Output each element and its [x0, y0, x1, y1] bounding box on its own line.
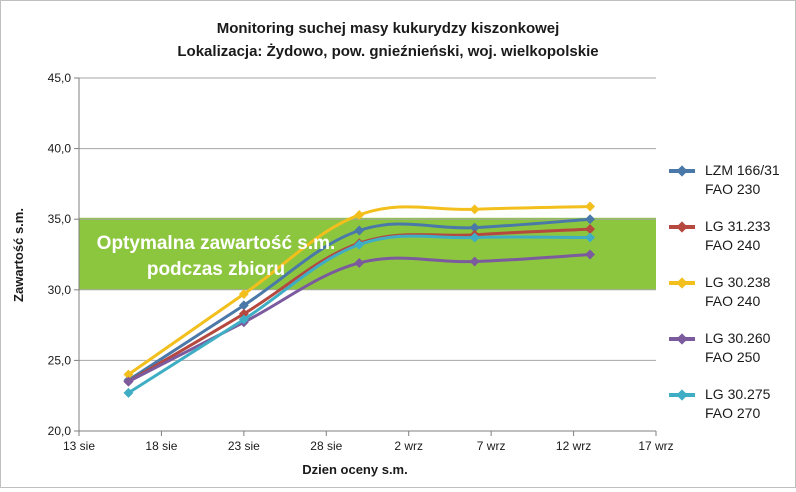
series-5 — [123, 232, 596, 398]
legend-label: LG 31.233 FAO 240 — [705, 218, 771, 253]
legend-item: LG 31.233 FAO 240 — [669, 217, 791, 273]
data-point — [469, 256, 480, 267]
y-tick-label: 40,0 — [48, 142, 72, 156]
y-tick-label: 45,0 — [48, 71, 72, 85]
chart-subtitle: Lokalizacja: Żydowo, pow. gnieźnieński, … — [177, 43, 598, 60]
grid-layer — [79, 77, 656, 361]
legend-item: LZM 166/31 FAO 230 — [669, 161, 791, 217]
x-tick-label: 13 sie — [63, 439, 95, 453]
data-point — [585, 224, 596, 235]
series-layer — [123, 201, 596, 398]
legend-marker — [676, 389, 688, 401]
band-label-layer: Optymalna zawartość s.m. podczas zbioru — [97, 233, 336, 280]
legend-marker — [676, 333, 688, 345]
data-point — [354, 225, 365, 236]
band-label: Optymalna zawartość s.m. podczas zbioru — [97, 233, 336, 280]
x-axis-label: Dzien oceny s.m. — [302, 462, 407, 477]
data-point — [469, 232, 480, 243]
data-point — [585, 249, 596, 260]
legend-label: LZM 166/31 FAO 230 — [705, 162, 780, 197]
data-point — [585, 232, 596, 243]
legend-marker — [676, 277, 688, 289]
data-point — [469, 204, 480, 215]
x-tick-label: 18 sie — [145, 439, 177, 453]
legend-item: LG 30.260 FAO 250 — [669, 329, 791, 385]
x-tick-label: 2 wrz — [394, 439, 423, 453]
series-4 — [123, 249, 596, 387]
legend-label: LG 30.238 FAO 240 — [705, 274, 771, 309]
y-tick-label: 35,0 — [48, 212, 72, 226]
data-point — [238, 289, 249, 299]
data-point — [238, 314, 249, 325]
legend-item: LG 30.275 FAO 270 — [669, 385, 791, 441]
chart-title: Monitoring suchej masy kukurydzy kiszonk… — [217, 20, 560, 37]
data-point — [354, 239, 365, 250]
data-point — [585, 201, 596, 212]
x-tick-label: 28 sie — [310, 439, 342, 453]
legend-marker — [676, 221, 688, 233]
legend-item: LG 30.238 FAO 240 — [669, 273, 791, 329]
y-tick-label: 25,0 — [48, 353, 72, 367]
legend: LZM 166/31 FAO 230 LG 31.233 FAO 240 LG 30… — [669, 161, 791, 441]
data-point — [585, 214, 596, 225]
x-tick-label: 17 wrz — [638, 439, 673, 453]
data-point — [238, 300, 249, 311]
axis-layer: 20,0 25,0 30,0 35,0 40,0 45,0 13 sie 18 sie 23 s… — [48, 71, 674, 453]
legend-marker — [676, 165, 688, 177]
legend-label: LG 30.260 FAO 250 — [705, 330, 771, 365]
x-tick-label: 23 sie — [228, 439, 260, 453]
x-tick-label: 12 wrz — [556, 439, 591, 453]
y-tick-label: 30,0 — [48, 283, 72, 297]
series-3 — [123, 201, 596, 380]
x-tick-label: 7 wrz — [477, 439, 506, 453]
y-axis-label: Zawartość s.m. — [11, 208, 26, 302]
data-point — [469, 222, 480, 233]
data-point — [354, 210, 365, 220]
y-tick-label: 20,0 — [48, 424, 72, 438]
legend-label: LG 30.275 FAO 270 — [705, 386, 771, 421]
data-point — [354, 258, 365, 268]
